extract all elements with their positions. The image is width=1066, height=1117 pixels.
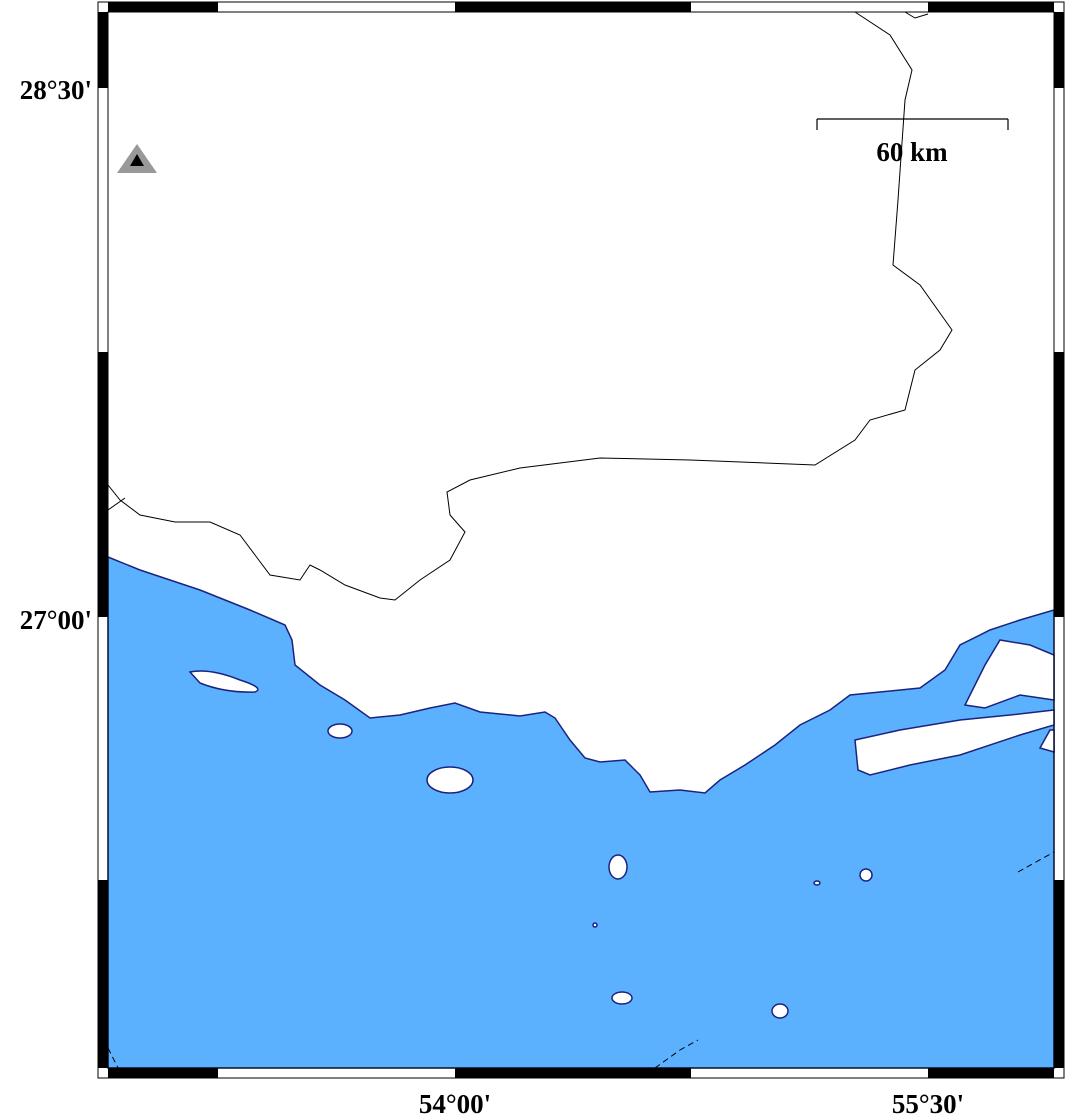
- lat-label: 28°30': [20, 75, 92, 105]
- maritime-border: [1017, 851, 1055, 873]
- maritime-border: [107, 1047, 119, 1069]
- lon-label: 55°30': [892, 1089, 964, 1117]
- scale-bar: [816, 118, 1009, 130]
- lon-label: 54°00': [419, 1089, 491, 1117]
- maritime-border: [654, 1039, 699, 1069]
- border: [107, 11, 953, 601]
- frame: [97, 1, 1065, 1079]
- islands: [188, 670, 1055, 1019]
- border: [107, 497, 126, 511]
- island: [854, 709, 1055, 776]
- lat-label: 27°00': [20, 605, 92, 635]
- scale-label: 60 km: [876, 137, 948, 167]
- station-marker-inner: [130, 154, 144, 166]
- sea: [107, 555, 1055, 1069]
- border: [904, 11, 929, 19]
